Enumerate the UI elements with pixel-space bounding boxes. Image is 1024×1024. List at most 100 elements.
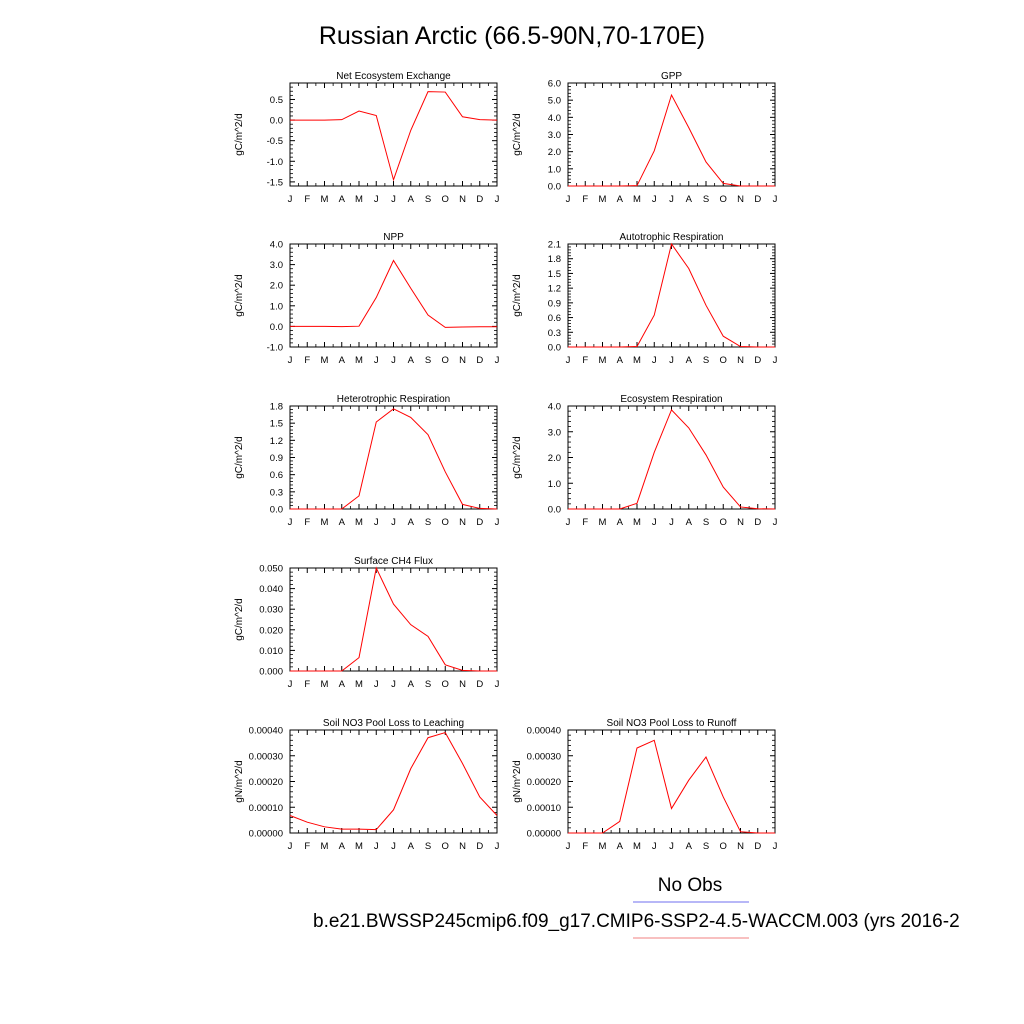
plot-frame [567,243,776,348]
x-tick-label: J [374,841,379,852]
y-tick-label: 0.00040 [527,726,561,737]
y-tick-label: 0.3 [270,487,283,498]
y-tick-label: 2.0 [270,281,283,292]
x-tick-label: A [617,194,624,205]
x-tick-label: A [686,841,693,852]
panel-title: Ecosystem Respiration [620,394,722,405]
series-line [568,242,775,348]
y-tick-label: 3.0 [548,427,561,438]
x-tick-label: M [355,679,363,690]
x-tick-label: J [391,517,396,528]
x-tick-label: J [773,517,778,528]
panel-title: Surface CH4 Flux [354,556,433,567]
y-tick-label: 1.5 [270,419,283,430]
panel-title: Autotrophic Respiration [620,232,724,243]
x-tick-label: J [374,517,379,528]
y-tick-label: 2.1 [548,240,561,251]
y-tick-label: 1.5 [548,269,561,280]
case-label: b.e21.BWSSP245cmip6.f09_g17.CMIP6-SSP2-4… [313,911,960,932]
x-tick-label: S [703,194,709,205]
y-tick-label: -1.0 [267,157,283,168]
x-tick-label: O [720,355,727,366]
x-tick-label: M [599,517,607,528]
x-tick-label: J [773,841,778,852]
x-tick-label: M [599,355,607,366]
x-tick-label: M [599,841,607,852]
y-tick-label: 4.0 [270,240,283,251]
x-tick-label: S [425,679,431,690]
y-tick-label: 1.0 [270,301,283,312]
x-tick-label: S [425,194,431,205]
x-tick-label: J [652,194,657,205]
y-tick-label: 2.0 [548,453,561,464]
legend-label: No Obs [658,875,722,896]
x-tick-label: M [599,194,607,205]
y-axis-label: gN/m^2/d [234,760,245,803]
y-tick-label: 4.0 [548,113,561,124]
series-line [290,91,498,182]
x-tick-label: D [754,517,761,528]
y-tick-label: 0.010 [259,646,283,657]
x-tick-label: J [288,194,293,205]
x-tick-label: J [495,841,500,852]
y-axis-label: gC/m^2/d [512,436,523,479]
panel-title: NPP [383,232,404,243]
x-tick-label: F [582,194,588,205]
y-tick-label: -1.0 [267,343,283,354]
x-tick-label: M [355,355,363,366]
y-tick-label: 0.020 [259,625,283,636]
plot-frame [567,405,776,510]
x-tick-label: J [391,841,396,852]
x-tick-label: J [288,679,293,690]
plot-frame [289,405,498,510]
y-tick-label: 0.00030 [249,751,283,762]
x-tick-label: J [669,194,674,205]
x-tick-label: S [703,517,709,528]
x-tick-label: M [321,194,329,205]
x-tick-label: J [288,841,293,852]
y-axis-label: gC/m^2/d [512,113,523,156]
x-tick-label: A [408,679,415,690]
x-tick-label: A [408,841,415,852]
x-tick-label: J [288,517,293,528]
x-tick-label: M [355,841,363,852]
y-tick-label: 1.2 [270,436,283,447]
series-line [568,93,775,187]
x-tick-label: A [686,194,693,205]
x-tick-label: J [773,355,778,366]
x-tick-label: O [442,355,449,366]
x-tick-label: D [754,841,761,852]
plot-frame [567,729,776,834]
x-tick-label: J [288,355,293,366]
x-tick-label: D [476,355,483,366]
y-tick-label: 0.000 [259,667,283,678]
x-tick-label: J [495,194,500,205]
y-tick-label: 3.0 [548,130,561,141]
y-tick-label: 0.00030 [527,751,561,762]
x-tick-label: J [566,194,571,205]
x-tick-label: M [321,679,329,690]
x-tick-label: N [459,517,466,528]
x-tick-label: M [355,194,363,205]
y-tick-label: 0.3 [548,328,561,339]
x-tick-label: J [391,355,396,366]
x-tick-label: M [355,517,363,528]
x-tick-label: N [459,194,466,205]
y-tick-label: 0.040 [259,584,283,595]
x-tick-label: O [442,517,449,528]
x-tick-label: J [374,355,379,366]
x-tick-label: N [737,517,744,528]
panel-title: Heterotrophic Respiration [337,394,450,405]
y-tick-label: 0.0 [548,505,561,516]
x-tick-label: J [374,679,379,690]
x-tick-label: J [374,194,379,205]
x-tick-label: M [321,841,329,852]
y-tick-label: 0.050 [259,564,283,575]
x-tick-label: J [495,679,500,690]
x-tick-label: J [566,355,571,366]
x-tick-label: A [339,194,346,205]
